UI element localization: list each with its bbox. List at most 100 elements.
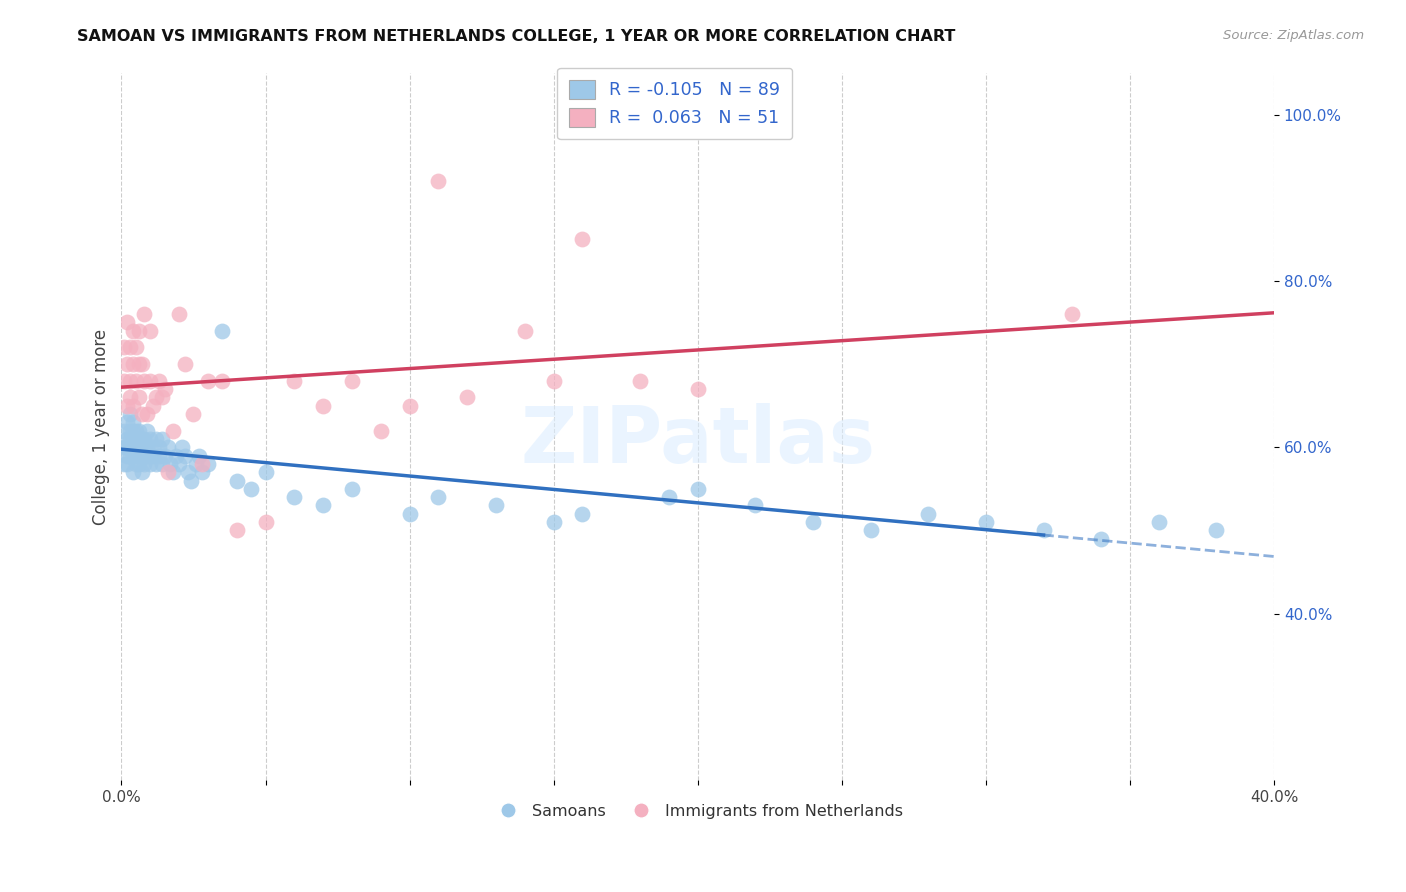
Point — [142, 399, 165, 413]
Point — [115, 440, 138, 454]
Point — [191, 457, 214, 471]
Point — [131, 407, 153, 421]
Point — [148, 440, 170, 454]
Point — [398, 507, 420, 521]
Point — [145, 390, 167, 404]
Point — [398, 399, 420, 413]
Point — [148, 449, 170, 463]
Point — [1062, 307, 1084, 321]
Point — [513, 324, 536, 338]
Point — [686, 382, 709, 396]
Point — [122, 399, 145, 413]
Point — [254, 465, 277, 479]
Point — [120, 424, 142, 438]
Point — [167, 457, 190, 471]
Point — [134, 307, 156, 321]
Point — [1090, 532, 1112, 546]
Point — [859, 524, 882, 538]
Point — [1205, 524, 1227, 538]
Point — [571, 507, 593, 521]
Point — [225, 524, 247, 538]
Point — [139, 457, 162, 471]
Point — [917, 507, 939, 521]
Point — [173, 357, 195, 371]
Point — [312, 499, 335, 513]
Point — [136, 449, 159, 463]
Text: SAMOAN VS IMMIGRANTS FROM NETHERLANDS COLLEGE, 1 YEAR OR MORE CORRELATION CHART: SAMOAN VS IMMIGRANTS FROM NETHERLANDS CO… — [77, 29, 956, 44]
Legend: Samoans, Immigrants from Netherlands: Samoans, Immigrants from Netherlands — [486, 797, 910, 825]
Point — [120, 374, 142, 388]
Point — [125, 440, 148, 454]
Point — [156, 440, 179, 454]
Point — [485, 499, 508, 513]
Point — [112, 374, 135, 388]
Point — [148, 374, 170, 388]
Point — [120, 341, 142, 355]
Point — [139, 449, 162, 463]
Point — [112, 424, 135, 438]
Point — [150, 390, 173, 404]
Point — [186, 457, 208, 471]
Point — [122, 432, 145, 446]
Point — [125, 432, 148, 446]
Point — [197, 457, 219, 471]
Point — [142, 449, 165, 463]
Point — [120, 440, 142, 454]
Point — [139, 374, 162, 388]
Point — [112, 457, 135, 471]
Point — [122, 449, 145, 463]
Point — [170, 440, 193, 454]
Point — [134, 374, 156, 388]
Point — [128, 432, 150, 446]
Point — [145, 432, 167, 446]
Point — [115, 432, 138, 446]
Point — [125, 457, 148, 471]
Text: ZIPatlas: ZIPatlas — [520, 402, 876, 479]
Point — [340, 482, 363, 496]
Point — [167, 307, 190, 321]
Point — [142, 440, 165, 454]
Point — [254, 515, 277, 529]
Point — [128, 324, 150, 338]
Point — [139, 324, 162, 338]
Point — [153, 382, 176, 396]
Point — [191, 465, 214, 479]
Point — [125, 440, 148, 454]
Point — [571, 232, 593, 246]
Point — [125, 449, 148, 463]
Point — [197, 374, 219, 388]
Point — [128, 357, 150, 371]
Point — [139, 432, 162, 446]
Point — [136, 440, 159, 454]
Point — [628, 374, 651, 388]
Point — [120, 390, 142, 404]
Point — [112, 341, 135, 355]
Point — [159, 457, 181, 471]
Point — [456, 390, 478, 404]
Point — [283, 374, 305, 388]
Point — [125, 424, 148, 438]
Y-axis label: College, 1 year or more: College, 1 year or more — [93, 328, 110, 524]
Point — [134, 457, 156, 471]
Point — [134, 449, 156, 463]
Point — [125, 374, 148, 388]
Point — [136, 424, 159, 438]
Point — [122, 324, 145, 338]
Point — [156, 465, 179, 479]
Point — [131, 357, 153, 371]
Point — [225, 474, 247, 488]
Point — [744, 499, 766, 513]
Point — [125, 341, 148, 355]
Point — [115, 316, 138, 330]
Point — [128, 440, 150, 454]
Point — [112, 440, 135, 454]
Point — [543, 374, 565, 388]
Point — [122, 424, 145, 438]
Point — [120, 432, 142, 446]
Point — [128, 449, 150, 463]
Point — [128, 390, 150, 404]
Point — [165, 449, 187, 463]
Point — [211, 324, 233, 338]
Point — [134, 432, 156, 446]
Point — [543, 515, 565, 529]
